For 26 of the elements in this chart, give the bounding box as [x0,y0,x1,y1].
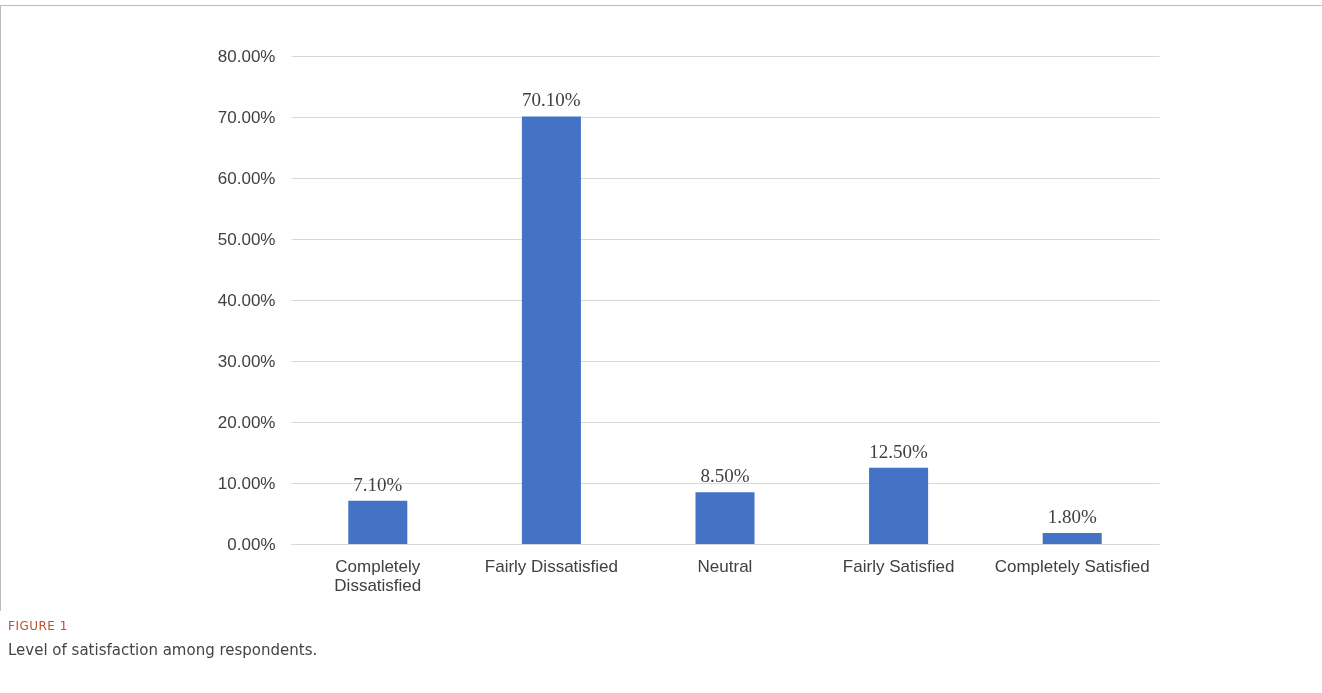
y-tick-label: 50.00% [217,229,276,249]
bar [1042,533,1102,544]
bar [869,467,929,544]
x-tick-label: Fairly Dissatisfied [484,556,618,576]
data-label: 7.10% [353,473,403,495]
data-label: 1.80% [1047,506,1097,528]
x-tick-label: Completely Dissatisfied [334,556,422,595]
bar [521,116,581,544]
data-label: 8.50% [700,465,750,487]
x-tick-label: Completely Satisfied [994,556,1150,576]
x-tick-label: Fairly Satisfied [842,556,955,576]
caption: FIGURE 1 [8,619,69,633]
bar [695,492,755,544]
x-tick-label: Neutral [697,556,753,576]
text: Level of satisfaction among respondents. [8,641,319,659]
y-tick-label: 0.00% [227,534,276,554]
y-tick-label: 70.00% [217,107,276,127]
y-tick-label: 80.00% [217,46,276,66]
bar [348,500,408,544]
y-tick-label: 40.00% [217,290,276,310]
y-tick-label: 60.00% [217,168,276,188]
y-tick-label: 20.00% [217,412,276,432]
data-label: 12.50% [869,440,929,462]
y-tick-label: 30.00% [217,351,276,371]
y-tick-label: 10.00% [217,473,276,493]
data-label: 70.10% [522,89,581,111]
